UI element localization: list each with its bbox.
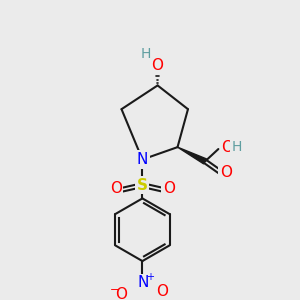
Text: O: O xyxy=(220,165,232,180)
Text: O: O xyxy=(116,287,128,300)
Text: O: O xyxy=(156,284,168,299)
Text: N: N xyxy=(138,275,149,290)
Text: H: H xyxy=(232,140,242,154)
Text: O: O xyxy=(152,58,164,73)
Text: S: S xyxy=(137,178,148,193)
Text: O: O xyxy=(221,140,233,154)
Text: −: − xyxy=(110,284,120,295)
Text: +: + xyxy=(146,272,154,282)
Text: N: N xyxy=(137,152,148,167)
Polygon shape xyxy=(178,147,206,164)
Text: O: O xyxy=(163,182,175,196)
Text: O: O xyxy=(110,182,122,196)
Text: H: H xyxy=(141,47,152,61)
